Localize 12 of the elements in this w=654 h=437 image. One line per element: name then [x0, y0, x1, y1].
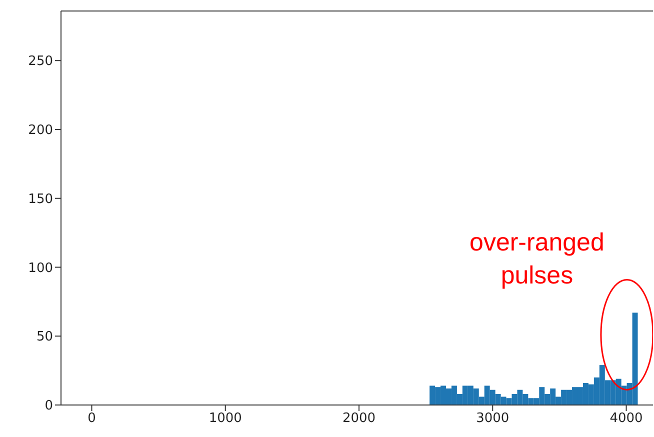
annotation: over-ranged pulses [470, 228, 604, 290]
y-tick-label: 50 [36, 330, 53, 345]
y-tick-label: 0 [44, 398, 53, 414]
y-tick-label: 100 [28, 260, 53, 276]
x-tick-label: 3000 [476, 411, 510, 426]
y-tick-label: 200 [28, 123, 53, 138]
y-tick-label: 250 [28, 54, 53, 70]
x-tick-label: 2000 [342, 411, 376, 426]
x-tick-label: 1000 [208, 411, 242, 426]
x-tick-label: 0 [88, 411, 96, 426]
y-tick-label: 150 [28, 192, 53, 207]
x-tick-label: 4000 [610, 411, 643, 426]
